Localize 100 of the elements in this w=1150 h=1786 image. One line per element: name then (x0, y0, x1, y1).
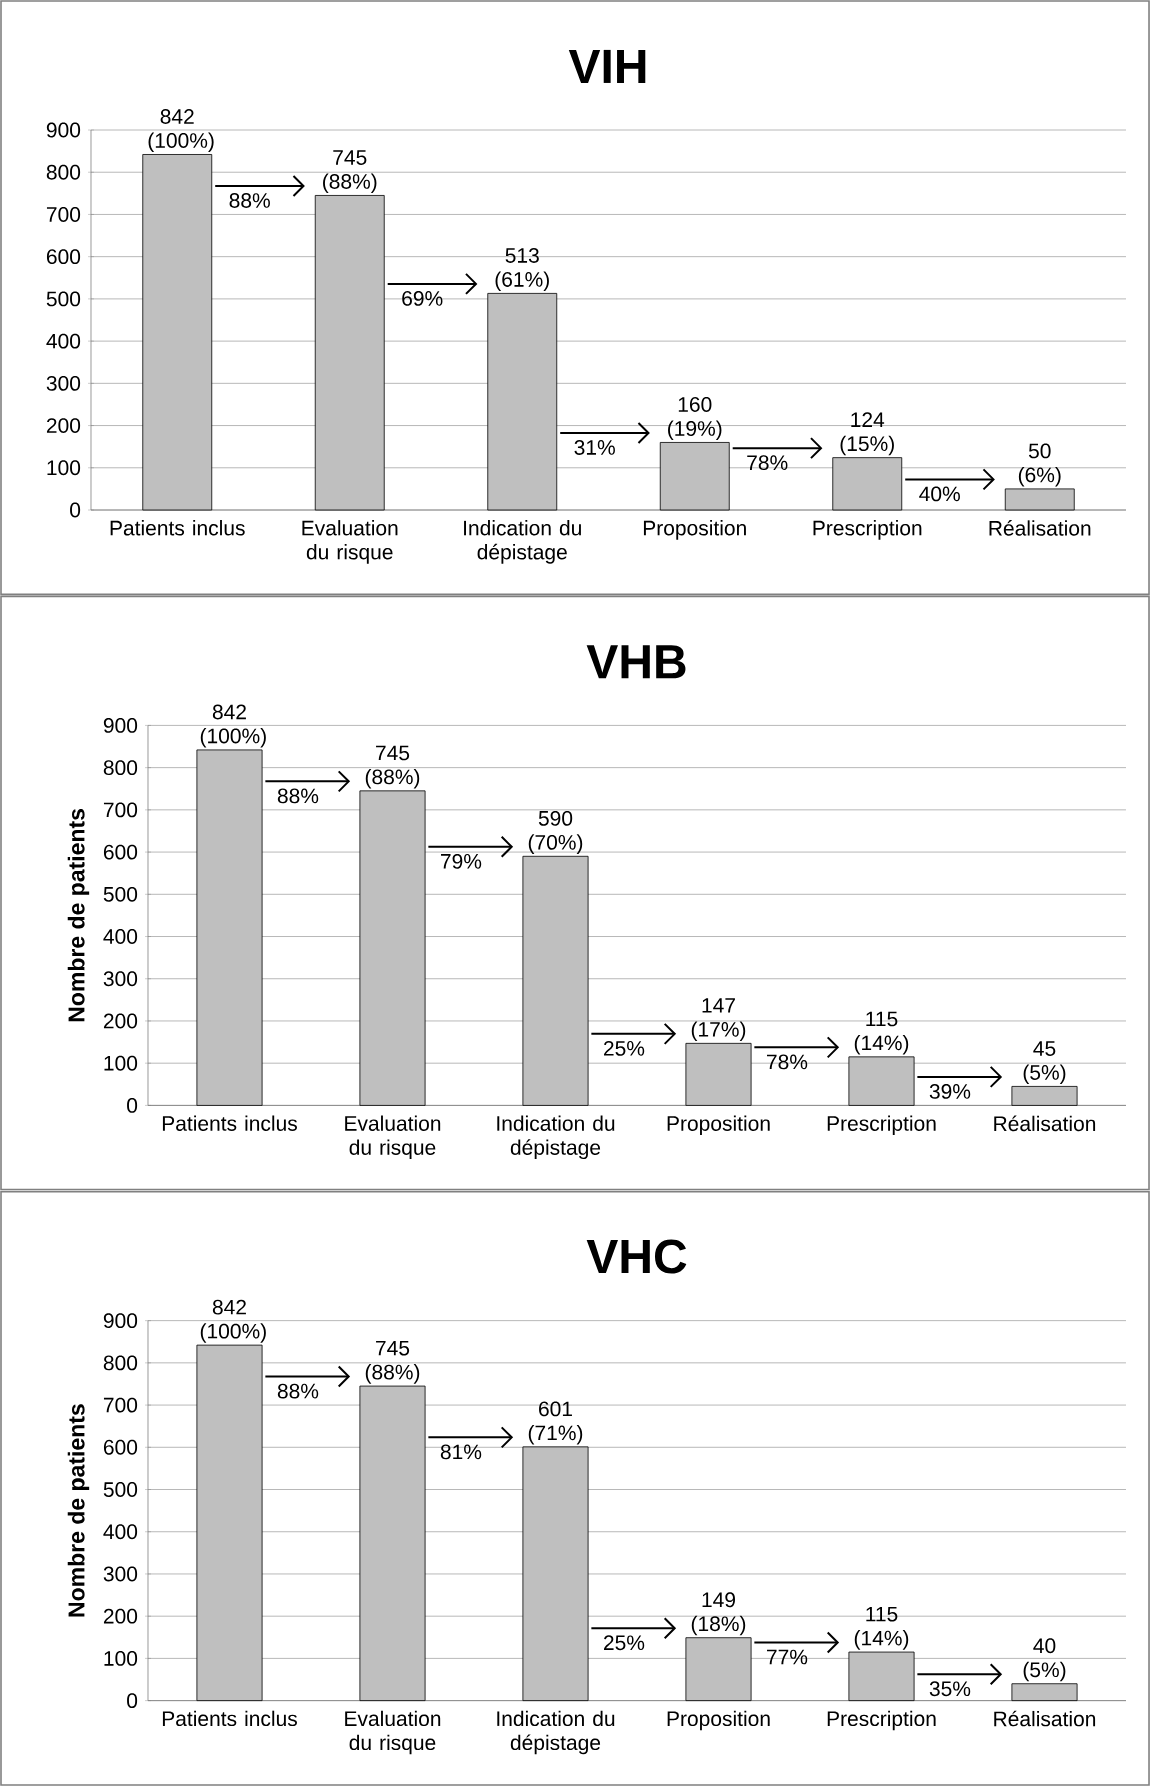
bar (359, 1385, 426, 1702)
x-tick-label: Patients inclus (162, 1115, 297, 1131)
data-label: 115 (14%) (854, 1011, 909, 1055)
annotation: 78% (747, 455, 788, 471)
data-label: 842 (100%) (200, 1299, 266, 1343)
chart-title: VIH (568, 49, 646, 83)
data-label: 147 (17%) (691, 998, 746, 1041)
annotation: 35% (929, 1681, 971, 1697)
y-tick-label: 400 (46, 333, 81, 349)
x-tick-label: Evaluation du risque (345, 1115, 441, 1160)
x-tick-label: Evaluation du risque (302, 520, 398, 564)
y-tick-label: 300 (103, 1566, 138, 1582)
x-tick-label: Réalisation (994, 1710, 1096, 1727)
annotation: 39% (929, 1083, 971, 1099)
x-tick-label: Evaluation du risque (345, 1710, 441, 1755)
annotation: 79% (441, 853, 482, 869)
annotation: 25% (604, 1040, 645, 1056)
bar (142, 154, 213, 511)
bar (196, 749, 263, 1106)
y-axis-title: Nombre de patients (67, 809, 90, 1022)
chart-title: VHC (586, 1239, 687, 1274)
y-tick-label: 600 (103, 844, 138, 860)
data-label: 45 (5%) (1023, 1041, 1066, 1085)
y-tick-label: 200 (103, 1013, 138, 1029)
data-label: 842 (100%) (148, 109, 214, 153)
y-tick-label: 900 (46, 122, 81, 138)
y-tick-label: 600 (103, 1439, 138, 1455)
annotation: 77% (767, 1649, 808, 1665)
y-tick-label: 900 (103, 1313, 138, 1329)
bar (832, 457, 903, 511)
x-tick-label: Indication du dépistage (497, 1710, 615, 1755)
bar (314, 195, 385, 511)
y-tick-label: 800 (103, 760, 138, 776)
x-tick-label: Prescription (827, 1710, 936, 1731)
x-tick-label: Indication du dépistage (497, 1115, 615, 1160)
bar (848, 1651, 915, 1702)
data-label: 40 (5%) (1023, 1638, 1066, 1682)
data-label: 115 (14%) (854, 1606, 909, 1650)
bar (1004, 488, 1075, 511)
annotation: 88% (277, 1383, 319, 1399)
data-label: 590 (70%) (528, 810, 583, 854)
y-tick-label: 100 (104, 1650, 138, 1666)
x-tick-label: Indication du dépistage (464, 520, 581, 564)
data-label: 601 (71%) (528, 1401, 583, 1445)
y-tick-label: 200 (46, 418, 81, 434)
data-label: 513 (61%) (495, 248, 549, 292)
y-tick-label: 800 (103, 1355, 138, 1371)
x-tick-label: Patients inclus (110, 520, 245, 536)
y-tick-label: 700 (46, 207, 81, 222)
y-tick-label: 700 (103, 1397, 138, 1413)
bar (1011, 1683, 1078, 1702)
y-tick-label: 300 (103, 971, 138, 987)
bar (196, 1344, 263, 1702)
x-tick-label: Prescription (813, 520, 922, 540)
x-tick-label: Réalisation (989, 520, 1091, 536)
y-tick-label: 200 (103, 1608, 138, 1624)
y-tick-label: 500 (46, 291, 81, 307)
y-tick-label: 500 (103, 1482, 138, 1497)
bar (1011, 1086, 1078, 1106)
annotation: 78% (767, 1054, 808, 1070)
bar (685, 1637, 752, 1702)
annotation: 25% (604, 1635, 645, 1651)
data-label: 842 (100%) (200, 704, 266, 748)
y-tick-label: 0 (127, 1693, 138, 1709)
x-tick-label: Proposition (667, 1710, 770, 1731)
data-label: 124 (15%) (840, 412, 894, 456)
x-tick-label: Proposition (643, 520, 746, 540)
bar (359, 790, 426, 1106)
y-axis-title: Nombre de patients (67, 1404, 90, 1617)
x-tick-label: Réalisation (994, 1115, 1096, 1132)
chart-title: VHB (586, 645, 686, 679)
y-tick-label: 400 (103, 1524, 138, 1540)
data-label: 745 (88%) (365, 1340, 420, 1384)
y-tick-label: 100 (104, 1055, 138, 1071)
x-tick-label: Prescription (827, 1115, 936, 1136)
y-tick-label: 400 (103, 929, 138, 944)
bar (685, 1042, 752, 1106)
x-tick-label: Proposition (667, 1115, 770, 1136)
y-tick-label: 700 (103, 802, 138, 818)
bar (487, 293, 558, 511)
y-tick-label: 500 (103, 886, 138, 902)
annotation: 81% (440, 1444, 482, 1460)
annotation: 69% (402, 290, 443, 306)
annotation: 31% (574, 440, 615, 455)
y-tick-label: 600 (46, 249, 81, 265)
bar (848, 1056, 915, 1106)
bar (522, 1446, 589, 1702)
data-label: 149 (18%) (691, 1592, 746, 1636)
y-tick-label: 800 (46, 164, 81, 180)
bar (659, 442, 730, 511)
x-tick-label: Patients inclus (162, 1710, 297, 1727)
data-label: 745 (88%) (323, 150, 377, 194)
data-label: 50 (6%) (1018, 443, 1061, 487)
annotation: 88% (229, 193, 270, 208)
annotation: 40% (919, 486, 960, 502)
y-tick-label: 300 (46, 375, 81, 391)
data-label: 160 (19%) (668, 397, 722, 441)
annotation: 88% (277, 788, 319, 804)
y-tick-label: 0 (70, 502, 81, 518)
data-label: 745 (88%) (365, 745, 420, 789)
